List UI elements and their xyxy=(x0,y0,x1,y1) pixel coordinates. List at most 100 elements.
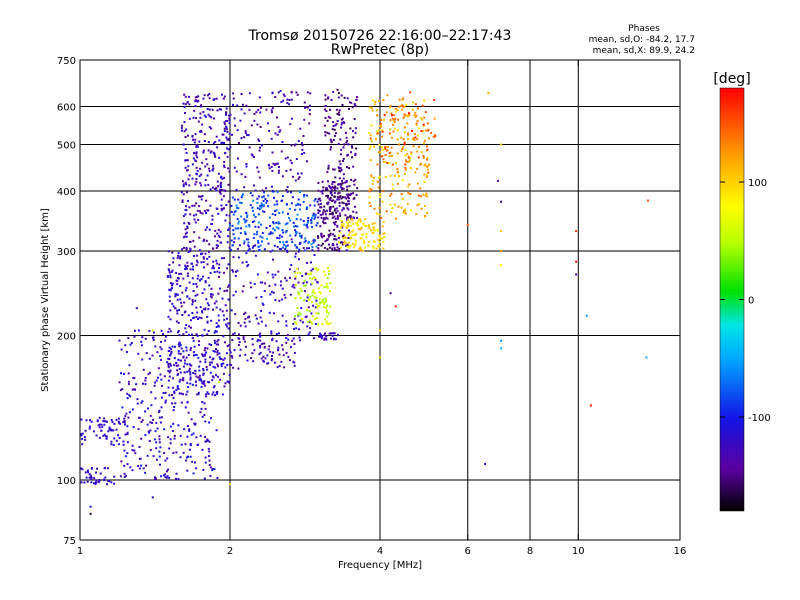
data-point xyxy=(296,213,299,216)
data-point xyxy=(389,292,392,295)
data-point xyxy=(182,277,185,280)
data-point xyxy=(423,99,426,102)
data-point xyxy=(201,161,204,164)
data-point xyxy=(144,410,147,413)
data-point xyxy=(248,248,251,250)
data-point xyxy=(272,221,275,224)
data-point xyxy=(214,188,217,190)
data-point xyxy=(290,191,292,194)
data-point xyxy=(188,184,191,187)
data-point xyxy=(192,472,195,475)
data-point xyxy=(191,262,193,265)
data-point xyxy=(233,117,236,120)
data-point xyxy=(273,196,275,199)
data-point xyxy=(138,467,141,470)
data-point xyxy=(298,336,301,339)
data-point xyxy=(214,342,217,345)
data-point xyxy=(137,352,140,355)
data-point xyxy=(260,204,263,207)
data-point xyxy=(213,302,216,305)
data-point xyxy=(176,312,179,315)
data-point xyxy=(340,123,343,126)
data-point xyxy=(361,233,363,236)
data-point xyxy=(203,328,206,331)
data-point xyxy=(268,129,271,132)
data-point xyxy=(186,382,189,385)
data-point xyxy=(336,214,339,217)
data-point xyxy=(351,234,354,237)
data-point xyxy=(248,224,251,227)
data-point xyxy=(403,105,406,108)
data-point xyxy=(342,225,345,228)
data-point xyxy=(292,221,295,224)
data-point xyxy=(182,185,185,188)
data-point xyxy=(232,233,235,236)
data-point xyxy=(197,356,200,359)
data-point xyxy=(328,208,331,211)
data-point xyxy=(378,99,380,102)
data-point xyxy=(247,315,250,318)
data-point xyxy=(273,210,276,213)
data-point xyxy=(228,170,231,173)
data-point xyxy=(340,94,343,97)
data-point xyxy=(290,117,293,120)
data-point xyxy=(211,358,214,361)
data-point xyxy=(168,271,171,274)
data-point xyxy=(337,142,340,145)
data-point xyxy=(307,272,310,275)
data-point xyxy=(191,460,194,463)
data-point xyxy=(346,166,348,169)
data-point xyxy=(212,117,215,120)
data-point xyxy=(301,321,304,324)
data-point xyxy=(218,352,221,355)
data-point xyxy=(183,121,186,123)
data-point xyxy=(207,141,210,144)
data-point xyxy=(207,113,210,116)
data-point xyxy=(228,374,231,377)
data-point xyxy=(198,175,201,178)
data-point xyxy=(184,213,187,216)
x-tick-label: 6 xyxy=(465,546,471,557)
data-point xyxy=(328,332,331,335)
data-point xyxy=(274,132,277,135)
data-point xyxy=(131,408,134,411)
data-point xyxy=(168,327,171,330)
data-point xyxy=(166,470,168,473)
data-point xyxy=(189,213,192,216)
data-point xyxy=(317,211,320,214)
data-point xyxy=(397,205,400,208)
data-point xyxy=(360,226,363,229)
data-point xyxy=(413,114,416,117)
data-point xyxy=(210,293,212,296)
data-point xyxy=(340,224,343,227)
data-point xyxy=(293,361,296,364)
data-point xyxy=(179,378,182,381)
data-point xyxy=(212,365,215,368)
data-point xyxy=(148,329,151,332)
data-point xyxy=(407,160,410,163)
data-point xyxy=(175,361,178,364)
data-point xyxy=(279,241,281,243)
data-point xyxy=(164,473,167,476)
data-point xyxy=(210,344,213,346)
data-point xyxy=(192,268,194,271)
data-point xyxy=(198,377,201,380)
data-point xyxy=(202,308,205,311)
data-point xyxy=(329,232,332,235)
data-point xyxy=(393,127,396,130)
data-point xyxy=(86,480,89,483)
data-point xyxy=(195,180,198,183)
data-point xyxy=(348,185,351,188)
data-point xyxy=(285,249,288,252)
data-point xyxy=(248,245,250,248)
data-point xyxy=(414,133,417,136)
data-point xyxy=(206,320,209,323)
data-point xyxy=(124,474,127,477)
data-point xyxy=(373,229,376,232)
data-point xyxy=(244,175,247,178)
data-point xyxy=(313,238,316,241)
data-point xyxy=(262,204,264,207)
data-point xyxy=(190,319,192,322)
data-point xyxy=(354,104,357,107)
data-point xyxy=(338,177,341,180)
